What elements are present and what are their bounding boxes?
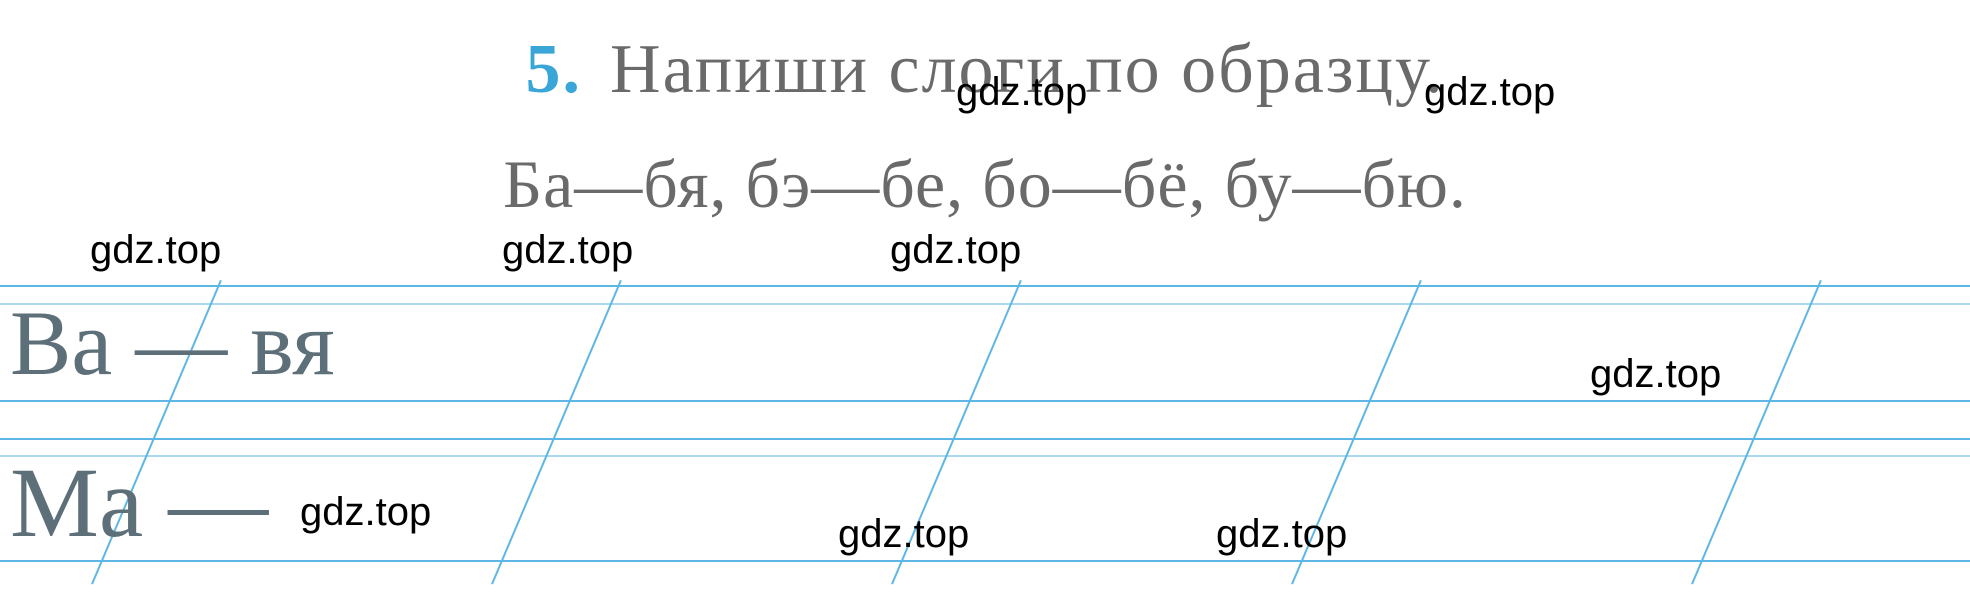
watermark-text: gdz.top xyxy=(1590,352,1721,397)
cursive-row-1: Ва — вя xyxy=(10,290,335,396)
cursive-row-2: Ма — xyxy=(10,445,268,560)
exercise-number: 5. xyxy=(526,31,583,108)
slant-guide xyxy=(491,280,622,585)
watermark-text: gdz.top xyxy=(956,70,1087,115)
watermark-text: gdz.top xyxy=(1216,512,1347,557)
slant-guide xyxy=(1691,280,1822,585)
rule-line xyxy=(0,455,1970,457)
watermark-text: gdz.top xyxy=(890,228,1021,273)
watermark-text: gdz.top xyxy=(1424,70,1555,115)
watermark-text: gdz.top xyxy=(90,228,221,273)
watermark-text: gdz.top xyxy=(502,228,633,273)
rule-line xyxy=(0,438,1970,440)
watermark-text: gdz.top xyxy=(838,512,969,557)
rule-line xyxy=(0,560,1970,562)
watermark-text: gdz.top xyxy=(300,490,431,535)
rule-line xyxy=(0,400,1970,402)
exercise-example: Ба—бя, бэ—бе, бо—бё, бу—бю. xyxy=(0,145,1970,224)
rule-line xyxy=(0,285,1970,287)
